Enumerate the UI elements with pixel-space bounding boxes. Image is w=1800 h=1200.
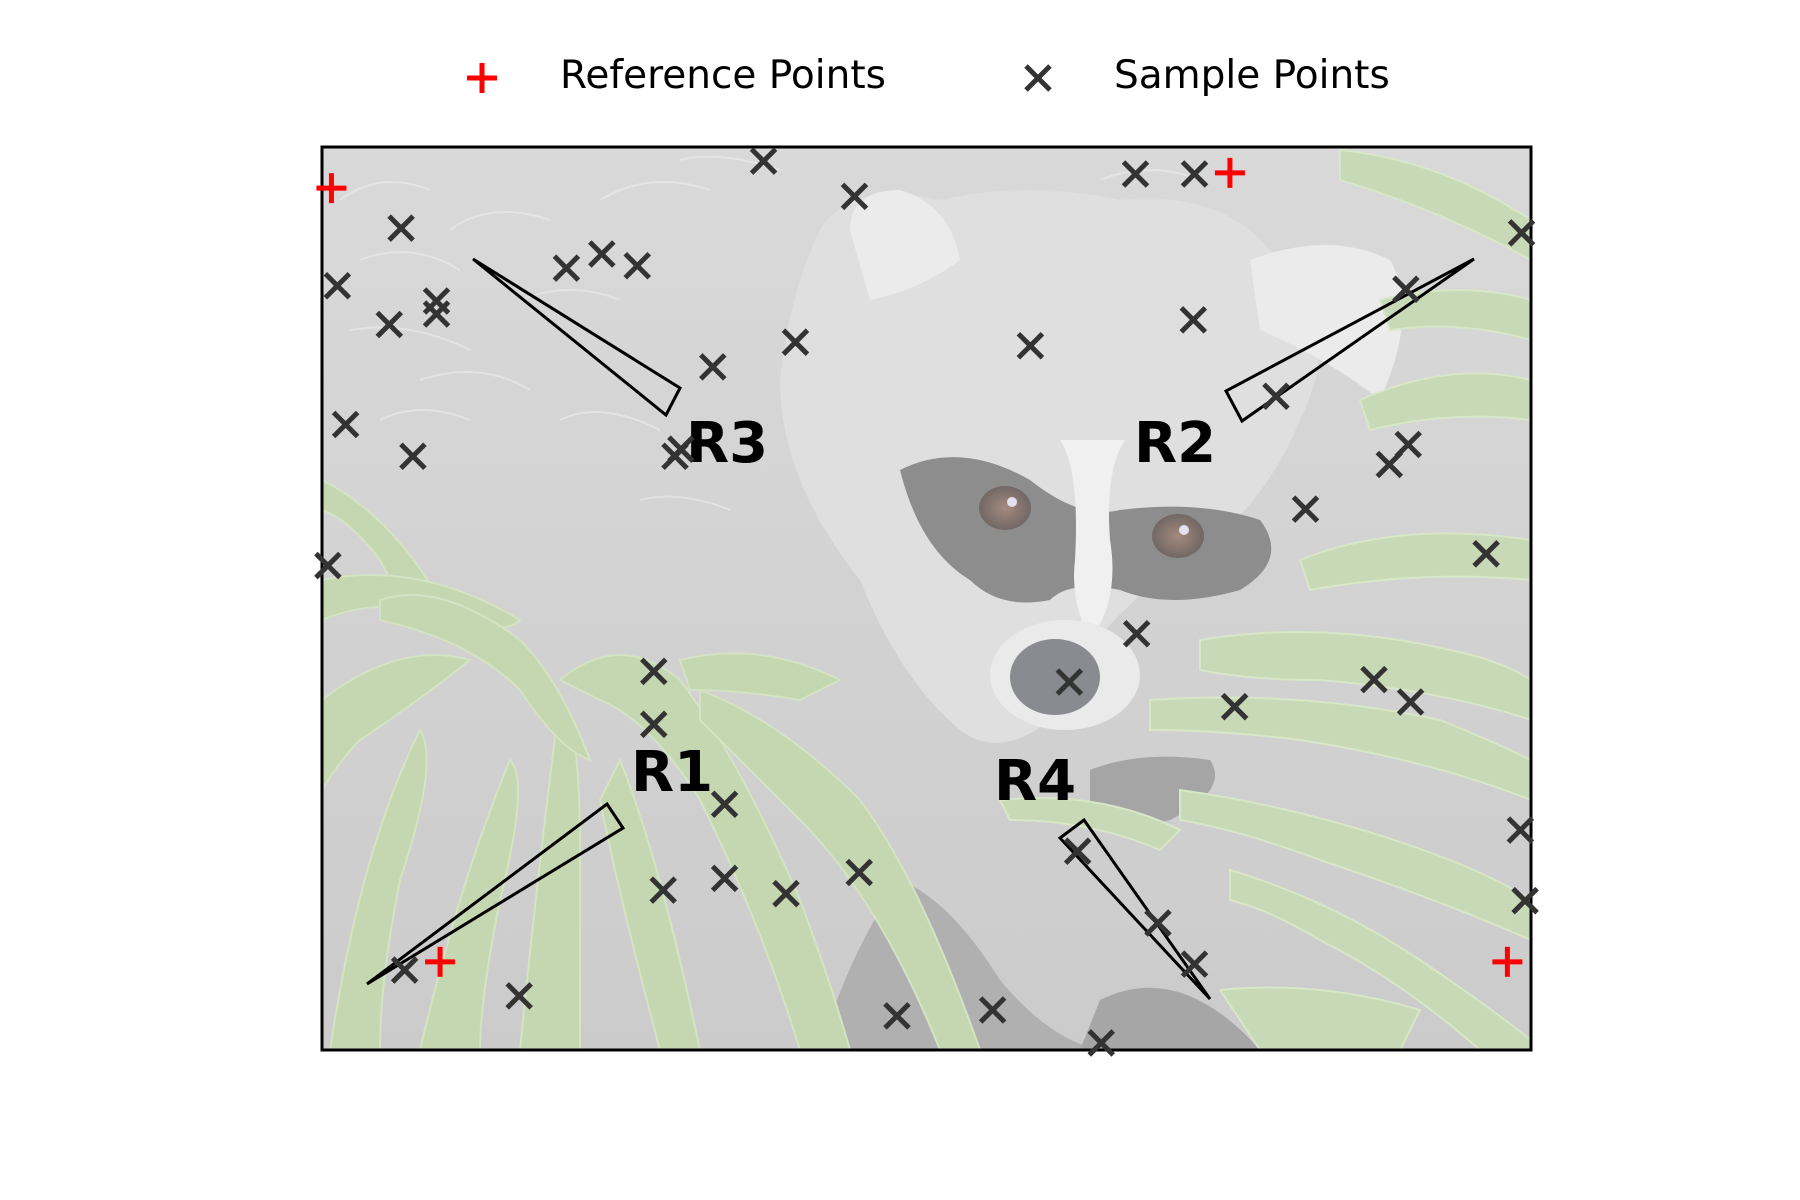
- sample-point-4: [978, 996, 1007, 1024]
- annotation-label-r1: R1: [631, 740, 713, 805]
- sample-point-48: [749, 147, 778, 175]
- sample-point-9: [710, 864, 739, 893]
- sample-point-6: [1180, 950, 1209, 978]
- plot-frame: [320, 145, 1533, 1052]
- sample-point-46: [387, 214, 415, 242]
- sample-point-5: [1087, 1029, 1116, 1057]
- sample-point-27: [667, 435, 695, 463]
- sample-point-3: [883, 1002, 911, 1030]
- sample-point-24: [1472, 540, 1500, 568]
- annotation-wedge-r3: [472, 257, 682, 418]
- legend-reference-marker: [467, 63, 497, 93]
- annotation-label-r4: R4: [994, 749, 1076, 814]
- sample-point-45: [1507, 219, 1536, 247]
- sample-point-7: [1144, 909, 1172, 937]
- annotation-wedge-r1: [366, 801, 626, 986]
- sample-point-43: [623, 251, 652, 280]
- sample-point-42: [588, 240, 616, 268]
- reference-point-1: [425, 946, 456, 977]
- sample-point-13: [710, 790, 739, 819]
- legend-sample-label: Sample Points: [1114, 53, 1390, 98]
- sample-point-8: [649, 876, 677, 904]
- legend-sample-marker: [1024, 64, 1052, 92]
- sample-point-19: [1220, 692, 1249, 721]
- sample-point-41: [552, 254, 581, 282]
- sample-point-32: [1262, 382, 1290, 411]
- sample-point-21: [1360, 665, 1388, 694]
- sample-point-39: [422, 287, 451, 315]
- sample-point-30: [399, 442, 427, 470]
- annotation-wedges: [366, 257, 1475, 1001]
- legend: Reference Points Sample Points: [467, 53, 1390, 98]
- sample-point-33: [699, 353, 727, 381]
- sample-point-50: [1180, 160, 1209, 188]
- sample-point-31: [331, 410, 360, 439]
- sample-point-16: [639, 710, 668, 739]
- annotation-wedge-r2: [1223, 257, 1475, 424]
- data-markers: [314, 147, 1539, 1057]
- sample-point-14: [1511, 886, 1539, 915]
- sample-point-29: [1394, 430, 1422, 459]
- sample-point-11: [845, 858, 873, 887]
- sample-point-40: [323, 271, 352, 300]
- sample-point-37: [375, 310, 404, 339]
- sample-point-49: [1121, 160, 1150, 188]
- sample-point-15: [1506, 816, 1535, 844]
- sample-point-44: [1392, 275, 1420, 304]
- sample-point-23: [314, 551, 342, 580]
- sample-point-2: [505, 982, 533, 1010]
- reference-point-4: [1214, 157, 1245, 188]
- reference-point-2: [1492, 946, 1523, 977]
- annotation-label-r3: R3: [686, 411, 768, 476]
- sample-point-17: [639, 657, 668, 686]
- legend-reference-label: Reference Points: [560, 53, 886, 98]
- sample-point-12: [1063, 837, 1092, 866]
- sample-point-1: [390, 956, 419, 984]
- sample-point-34: [781, 328, 810, 356]
- sample-point-25: [1291, 495, 1320, 523]
- sample-point-47: [840, 182, 869, 211]
- sample-point-36: [1179, 306, 1208, 334]
- sample-point-35: [1016, 331, 1045, 360]
- reference-point-3: [316, 173, 347, 204]
- sample-point-10: [772, 879, 800, 908]
- annotation-wedge-r4: [1057, 817, 1212, 1001]
- sample-point-20: [1122, 620, 1151, 648]
- sample-point-22: [1396, 688, 1425, 716]
- annotation-label-r2: R2: [1134, 411, 1216, 476]
- sample-point-18: [1055, 668, 1084, 696]
